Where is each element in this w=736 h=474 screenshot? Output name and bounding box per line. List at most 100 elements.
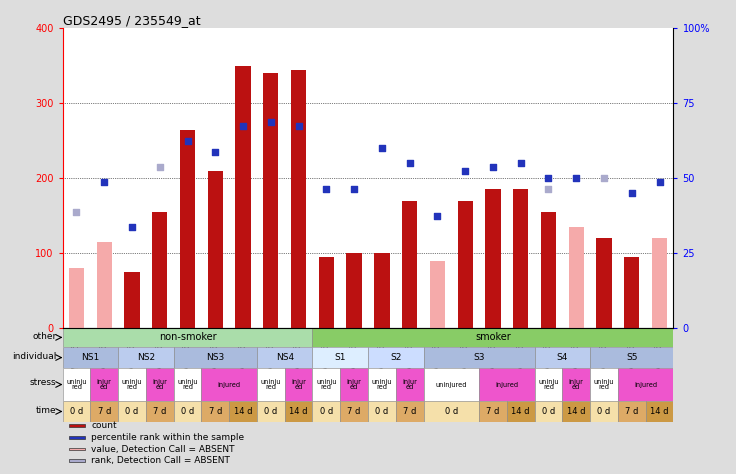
Point — [626, 190, 637, 197]
Bar — [479, 368, 534, 401]
Bar — [590, 401, 618, 422]
Point — [210, 148, 222, 156]
Bar — [569, 227, 584, 328]
Bar — [68, 424, 85, 427]
Bar — [507, 401, 534, 422]
Text: smoker: smoker — [475, 332, 511, 342]
Text: time: time — [36, 406, 57, 415]
Point — [542, 174, 554, 182]
Text: 0 d: 0 d — [319, 407, 333, 416]
Bar — [285, 401, 313, 422]
Text: injur
ed: injur ed — [569, 379, 584, 390]
Text: uninju
red: uninju red — [372, 379, 392, 390]
Bar — [63, 347, 118, 368]
Bar — [68, 447, 85, 450]
Bar — [423, 347, 534, 368]
Point — [99, 178, 110, 186]
Text: S1: S1 — [334, 353, 346, 362]
Bar — [652, 238, 668, 328]
Bar — [534, 347, 590, 368]
Bar — [368, 401, 396, 422]
Bar — [63, 368, 91, 401]
Text: non-smoker: non-smoker — [159, 332, 216, 342]
Bar — [285, 368, 313, 401]
Text: S5: S5 — [626, 353, 637, 362]
Point — [293, 122, 305, 129]
Bar — [257, 368, 285, 401]
Bar — [208, 171, 223, 328]
Bar — [374, 253, 389, 328]
Text: stress: stress — [30, 378, 57, 387]
Bar — [618, 368, 673, 401]
Text: injured: injured — [634, 382, 657, 388]
Text: 0 d: 0 d — [70, 407, 83, 416]
Text: uninju
red: uninju red — [316, 379, 336, 390]
Bar — [229, 401, 257, 422]
Bar — [91, 368, 118, 401]
Text: injured: injured — [495, 382, 518, 388]
Point — [542, 186, 554, 193]
Point — [265, 118, 277, 126]
Bar — [263, 73, 278, 328]
Bar — [534, 368, 562, 401]
Text: NS2: NS2 — [137, 353, 155, 362]
Bar — [590, 347, 673, 368]
Bar — [590, 368, 618, 401]
Point — [515, 159, 527, 167]
Bar — [68, 268, 84, 328]
Bar — [313, 401, 340, 422]
Point — [182, 137, 194, 145]
Bar — [68, 459, 85, 462]
Bar — [624, 257, 640, 328]
Bar — [118, 368, 146, 401]
Bar — [174, 347, 257, 368]
Point — [487, 163, 499, 171]
Bar — [562, 401, 590, 422]
Point — [154, 163, 166, 171]
Bar — [423, 401, 479, 422]
Text: 14 d: 14 d — [512, 407, 530, 416]
Bar — [174, 401, 202, 422]
Text: 0 d: 0 d — [542, 407, 555, 416]
Bar — [340, 368, 368, 401]
Bar — [485, 190, 500, 328]
Text: 7 d: 7 d — [625, 407, 638, 416]
Bar — [96, 242, 112, 328]
Text: 7 d: 7 d — [153, 407, 166, 416]
Bar — [313, 347, 368, 368]
Text: S3: S3 — [473, 353, 485, 362]
Text: injur
ed: injur ed — [402, 379, 417, 390]
Bar — [340, 401, 368, 422]
Bar — [430, 261, 445, 328]
Text: other: other — [32, 332, 57, 341]
Text: injured: injured — [218, 382, 241, 388]
Text: 0 d: 0 d — [181, 407, 194, 416]
Point — [598, 174, 610, 182]
Point — [237, 122, 249, 129]
Text: 7 d: 7 d — [486, 407, 500, 416]
Bar — [63, 328, 313, 347]
Bar — [513, 190, 528, 328]
Text: 14 d: 14 d — [289, 407, 308, 416]
Text: 14 d: 14 d — [567, 407, 586, 416]
Text: S4: S4 — [556, 353, 568, 362]
Point — [348, 186, 360, 193]
Text: uninju
red: uninju red — [261, 379, 281, 390]
Bar — [146, 401, 174, 422]
Bar — [368, 347, 423, 368]
Text: injur
ed: injur ed — [347, 379, 361, 390]
Text: 0 d: 0 d — [125, 407, 138, 416]
Bar — [313, 368, 340, 401]
Text: 14 d: 14 d — [234, 407, 252, 416]
Bar — [347, 253, 362, 328]
Text: 7 d: 7 d — [98, 407, 111, 416]
Bar — [257, 401, 285, 422]
Bar — [368, 368, 396, 401]
Bar — [236, 66, 251, 328]
Bar — [63, 401, 91, 422]
Bar — [291, 70, 306, 328]
Text: 0 d: 0 d — [445, 407, 458, 416]
Bar — [319, 257, 334, 328]
Bar — [618, 401, 645, 422]
Point — [71, 208, 82, 216]
